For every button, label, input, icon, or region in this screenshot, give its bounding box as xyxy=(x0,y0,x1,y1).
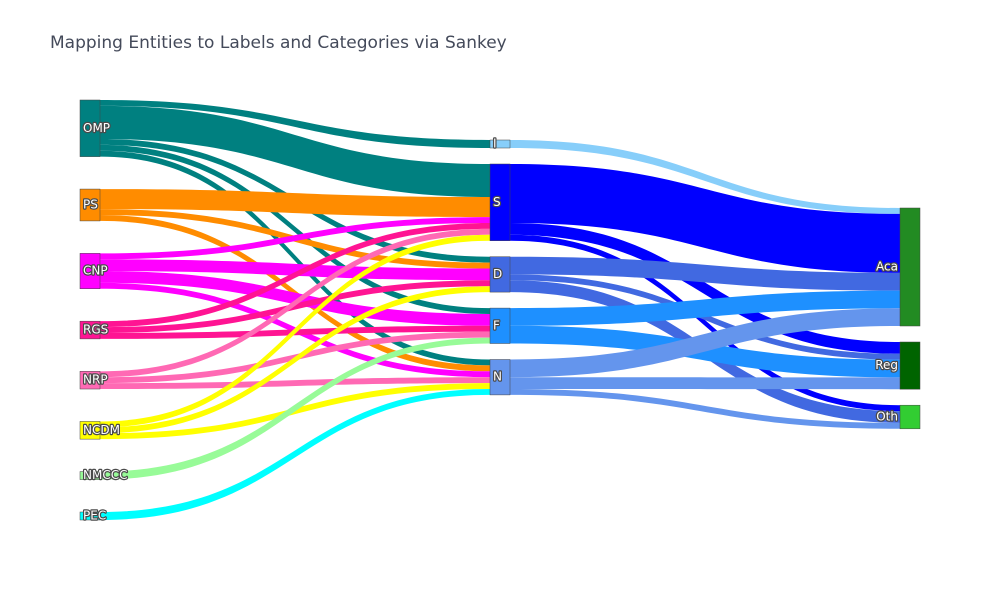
node-reg[interactable] xyxy=(899,341,921,390)
link-cnp-f[interactable] xyxy=(100,271,490,326)
links-layer xyxy=(100,100,900,520)
node-label-aca: Aca xyxy=(876,260,898,274)
node-f[interactable] xyxy=(489,307,511,344)
node-label-nmccc: NMCCC xyxy=(83,468,127,482)
node-label-d: D xyxy=(493,267,502,281)
link-ncdm-s[interactable] xyxy=(100,234,490,428)
node-ps[interactable] xyxy=(79,188,101,222)
link-pec-n[interactable] xyxy=(100,389,490,520)
node-i[interactable] xyxy=(489,139,511,149)
node-cnp[interactable] xyxy=(79,253,101,290)
link-n-aca[interactable] xyxy=(510,308,900,378)
link-omp-i[interactable] xyxy=(100,100,490,148)
chart-title: Mapping Entities to Labels and Categorie… xyxy=(50,33,507,53)
link-nrp-s[interactable] xyxy=(100,228,490,378)
node-nrp[interactable] xyxy=(79,371,101,390)
link-nrp-n[interactable] xyxy=(100,377,490,390)
link-s-reg[interactable] xyxy=(510,223,900,354)
node-label-omp: OMP xyxy=(83,121,110,135)
node-ncdm[interactable] xyxy=(79,421,101,440)
link-omp-f[interactable] xyxy=(100,144,490,314)
link-d-aca[interactable] xyxy=(510,256,900,291)
link-s-oth[interactable] xyxy=(510,234,900,412)
link-nmccc-f[interactable] xyxy=(100,337,490,480)
labels-layer: OMP PS CNP RGS NRP NCDM NMCCC PEC I S D F N Aca Reg Oth xyxy=(82,120,899,524)
node-oth[interactable] xyxy=(899,404,921,430)
node-label-nrp: NRP xyxy=(83,373,108,387)
node-label-n: N xyxy=(493,370,502,384)
link-i-aca[interactable] xyxy=(510,140,900,214)
nodes-layer xyxy=(79,99,921,521)
node-label-oth: Oth xyxy=(876,410,898,424)
node-s[interactable] xyxy=(489,163,511,241)
node-label-s: S xyxy=(493,195,501,209)
link-ps-s[interactable] xyxy=(100,189,490,218)
node-label-f: F xyxy=(493,318,500,332)
node-label-cnp: CNP xyxy=(83,264,108,278)
link-f-aca[interactable] xyxy=(510,290,900,326)
node-label-ps: PS xyxy=(83,197,98,211)
link-ncdm-d[interactable] xyxy=(100,286,490,434)
link-omp-s[interactable] xyxy=(100,105,490,198)
node-label-pec: PEC xyxy=(83,509,106,523)
node-nmccc[interactable] xyxy=(79,471,101,480)
node-rgs[interactable] xyxy=(79,320,101,340)
node-omp[interactable] xyxy=(79,99,101,157)
link-omp-n[interactable] xyxy=(100,150,490,366)
node-n[interactable] xyxy=(489,359,511,396)
node-label-ncdm: NCDM xyxy=(83,423,120,437)
node-d[interactable] xyxy=(489,256,511,293)
link-cnp-s[interactable] xyxy=(100,217,490,260)
link-n-oth[interactable] xyxy=(510,389,900,429)
node-label-rgs: RGS xyxy=(83,323,108,337)
node-label-reg: Reg xyxy=(875,358,898,372)
link-s-aca[interactable] xyxy=(510,164,900,273)
node-label-i: I xyxy=(493,137,497,151)
link-rgs-d[interactable] xyxy=(100,280,490,333)
link-n-reg[interactable] xyxy=(510,377,900,390)
node-pec[interactable] xyxy=(79,511,101,521)
link-rgs-s[interactable] xyxy=(100,223,490,328)
link-cnp-d[interactable] xyxy=(100,259,490,281)
node-aca[interactable] xyxy=(899,207,921,327)
